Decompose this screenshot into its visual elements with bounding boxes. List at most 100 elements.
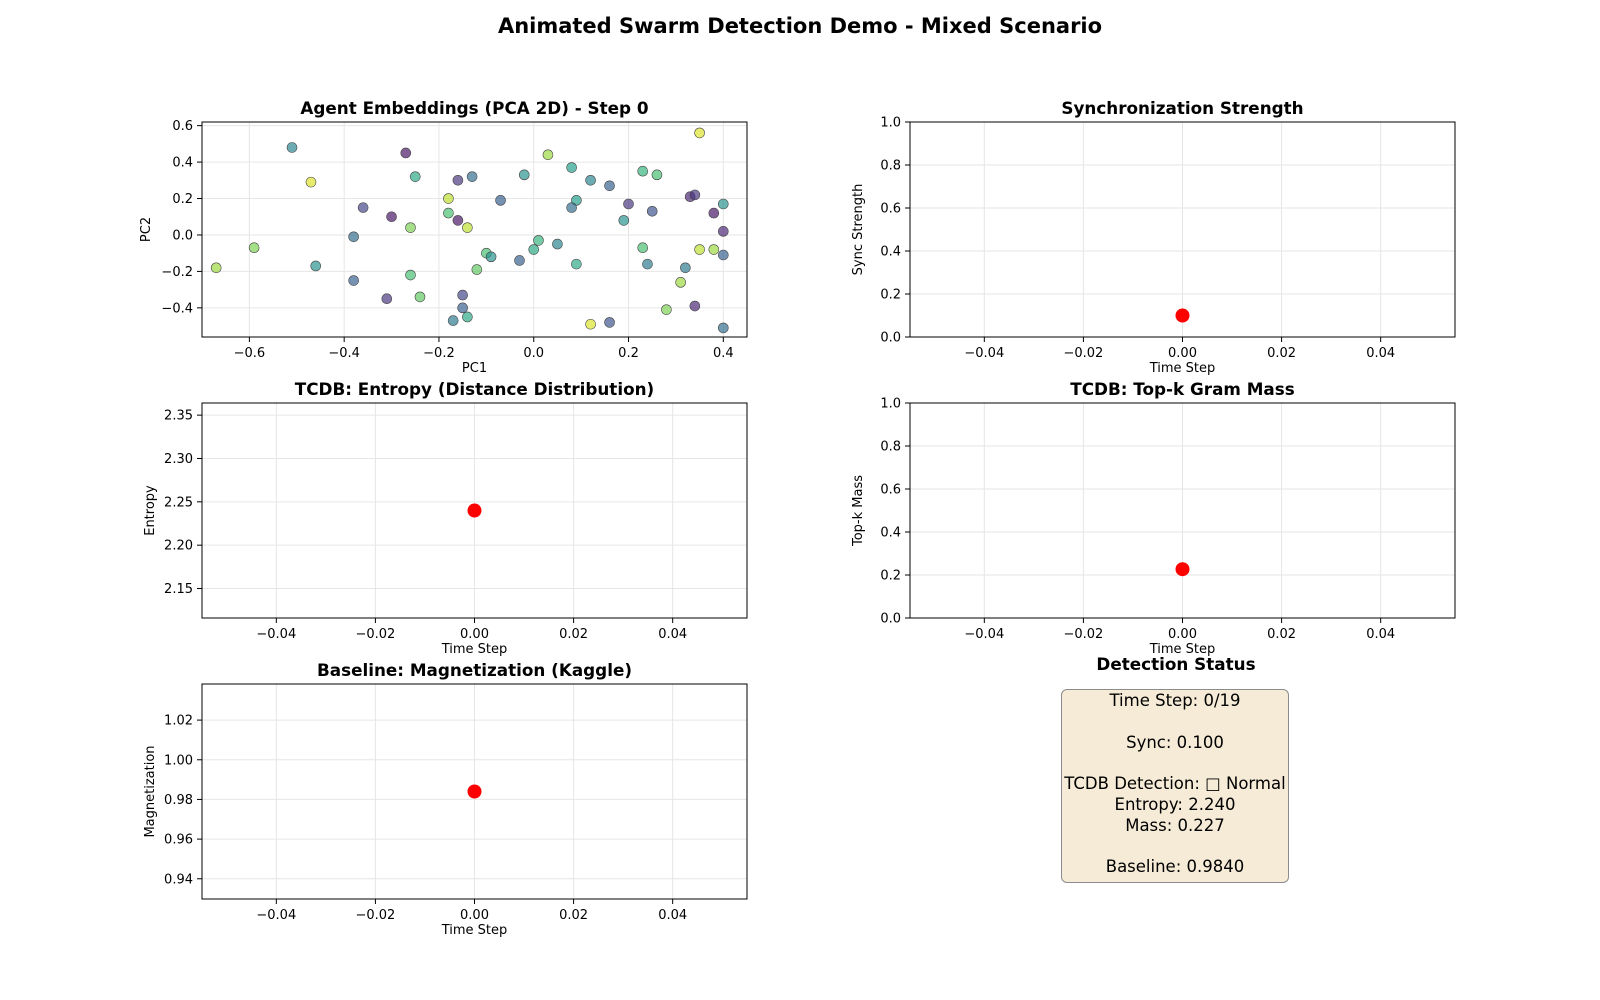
figure-title: Animated Swarm Detection Demo - Mixed Sc… [497, 14, 1103, 38]
scatter-point [443, 193, 454, 204]
x-tick-label: 0.00 [460, 908, 489, 923]
scatter-point [286, 142, 298, 153]
scatter-point [637, 242, 649, 254]
scatter-point [566, 162, 577, 173]
scatter-point [462, 222, 473, 233]
scatter-point [409, 171, 421, 182]
y-tick-label: 0.98 [164, 793, 193, 808]
chart-title: Agent Embeddings (PCA 2D) - Step 0 [300, 98, 648, 118]
axes-frame [909, 402, 1456, 619]
status-spacer [1062, 753, 1288, 774]
x-tick-label: 0.00 [1168, 346, 1197, 361]
y-tick-label: 2.15 [164, 582, 193, 597]
scatter-point [637, 165, 649, 177]
x-axis-label: Time Step [1149, 642, 1216, 657]
x-tick-label: 0.4 [713, 346, 734, 361]
x-tick-label: 0.04 [1366, 627, 1395, 642]
status-line: Sync: 0.100 [1126, 732, 1224, 752]
y-tick-label: 0.0 [880, 331, 901, 346]
y-tick-label: 0.94 [164, 872, 193, 887]
current-value-marker [1175, 562, 1190, 577]
scatter-point [514, 255, 525, 266]
scatter-point [457, 302, 468, 314]
axes-frame [909, 121, 1456, 338]
y-tick-label: 1.02 [164, 714, 193, 729]
x-tick-label: 0.00 [1168, 627, 1197, 642]
scatter-point [623, 198, 634, 210]
scatter-point [381, 293, 393, 305]
y-tick-label: −0.4 [161, 301, 193, 316]
y-tick-label: 2.30 [164, 452, 193, 467]
scatter-point [585, 318, 596, 330]
y-tick-label: 0.6 [880, 483, 901, 498]
y-tick-label: 0.2 [880, 288, 901, 303]
y-tick-label: 0.4 [880, 526, 901, 541]
chart-entropy: −0.04 −0.02 0.00 0.02 0.04 2.15 2.20 2.25 2.30 2.… [143, 379, 748, 657]
scatter-point [661, 304, 672, 315]
x-tick-label: −0.04 [964, 346, 1004, 361]
scatter-point [694, 127, 705, 139]
y-tick-label: 2.35 [164, 409, 193, 424]
scatter-point [528, 244, 540, 255]
y-axis-label: Entropy [143, 485, 158, 536]
y-tick-label: 0.6 [172, 119, 193, 134]
y-tick-label: 1.0 [880, 397, 901, 412]
scatter-point [447, 315, 459, 326]
x-tick-label: −0.04 [256, 908, 296, 923]
y-axis-label: Magnetization [143, 745, 158, 837]
axes-frame [201, 402, 748, 619]
chart-sync-strength: −0.04 −0.02 0.00 0.02 0.04 0.0 0.2 0.4 0.6 0.8 1.0… [851, 98, 1456, 376]
x-tick-label: −0.2 [423, 346, 455, 361]
y-tick-label: 0.0 [880, 612, 901, 627]
current-value-marker [1175, 308, 1190, 323]
scatter-point [680, 262, 691, 274]
x-tick-label: 0.02 [1267, 346, 1296, 361]
scatter-point [708, 244, 720, 255]
x-axis-label: Time Step [441, 923, 508, 938]
x-tick-label: −0.02 [355, 908, 395, 923]
detection-status-box: Time Step: 0/19 Sync: 0.100 TCDB Detection… [1061, 689, 1289, 883]
status-line: Baseline: 0.9840 [1105, 857, 1245, 877]
x-tick-label: 0.04 [658, 908, 687, 923]
y-tick-label: 1.0 [880, 116, 901, 131]
current-value-marker [467, 784, 482, 799]
current-value-marker [467, 503, 482, 518]
scatter-point [386, 211, 397, 223]
x-tick-label: −0.04 [256, 627, 296, 642]
scatter-point [675, 277, 686, 288]
y-tick-label: 0.8 [880, 159, 901, 174]
scatter-point [452, 175, 464, 186]
scatter-point [651, 169, 663, 181]
scatter-point [694, 244, 705, 255]
scatter-point [357, 202, 369, 213]
x-axis-label: PC1 [462, 361, 487, 376]
scatter-point [718, 322, 729, 334]
chart-title: TCDB: Top-k Gram Mass [1070, 379, 1294, 399]
y-axis-label: Top-k Mass [851, 475, 866, 547]
scatter-point [718, 198, 729, 210]
scatter-point [405, 222, 416, 233]
scatter-point [542, 149, 554, 161]
scatter-point [462, 311, 473, 323]
scatter-point [457, 289, 468, 301]
status-spacer [1062, 712, 1288, 733]
status-line: Mass: 0.227 [1125, 815, 1225, 835]
x-tick-label: 0.02 [1267, 627, 1296, 642]
scatter-point [618, 215, 630, 226]
scatter-point [405, 269, 416, 281]
scatter-point [718, 249, 729, 261]
status-line: TCDB Detection: □ Normal [1064, 774, 1286, 794]
status-title: Detection Status [1096, 654, 1256, 674]
y-tick-label: −0.2 [161, 265, 193, 280]
x-tick-label: 0.0 [523, 346, 544, 361]
scatter-point [348, 275, 359, 286]
y-tick-label: 0.6 [880, 202, 901, 217]
y-tick-label: 0.4 [172, 156, 193, 171]
status-line: Time Step: 0/19 [1109, 691, 1241, 710]
x-tick-label: 0.00 [460, 627, 489, 642]
chart-title: TCDB: Entropy (Distance Distribution) [295, 379, 654, 399]
y-tick-label: 0.2 [172, 192, 193, 207]
y-tick-label: 0.0 [172, 228, 193, 243]
x-tick-label: 0.2 [618, 346, 639, 361]
scatter-point [495, 195, 506, 206]
